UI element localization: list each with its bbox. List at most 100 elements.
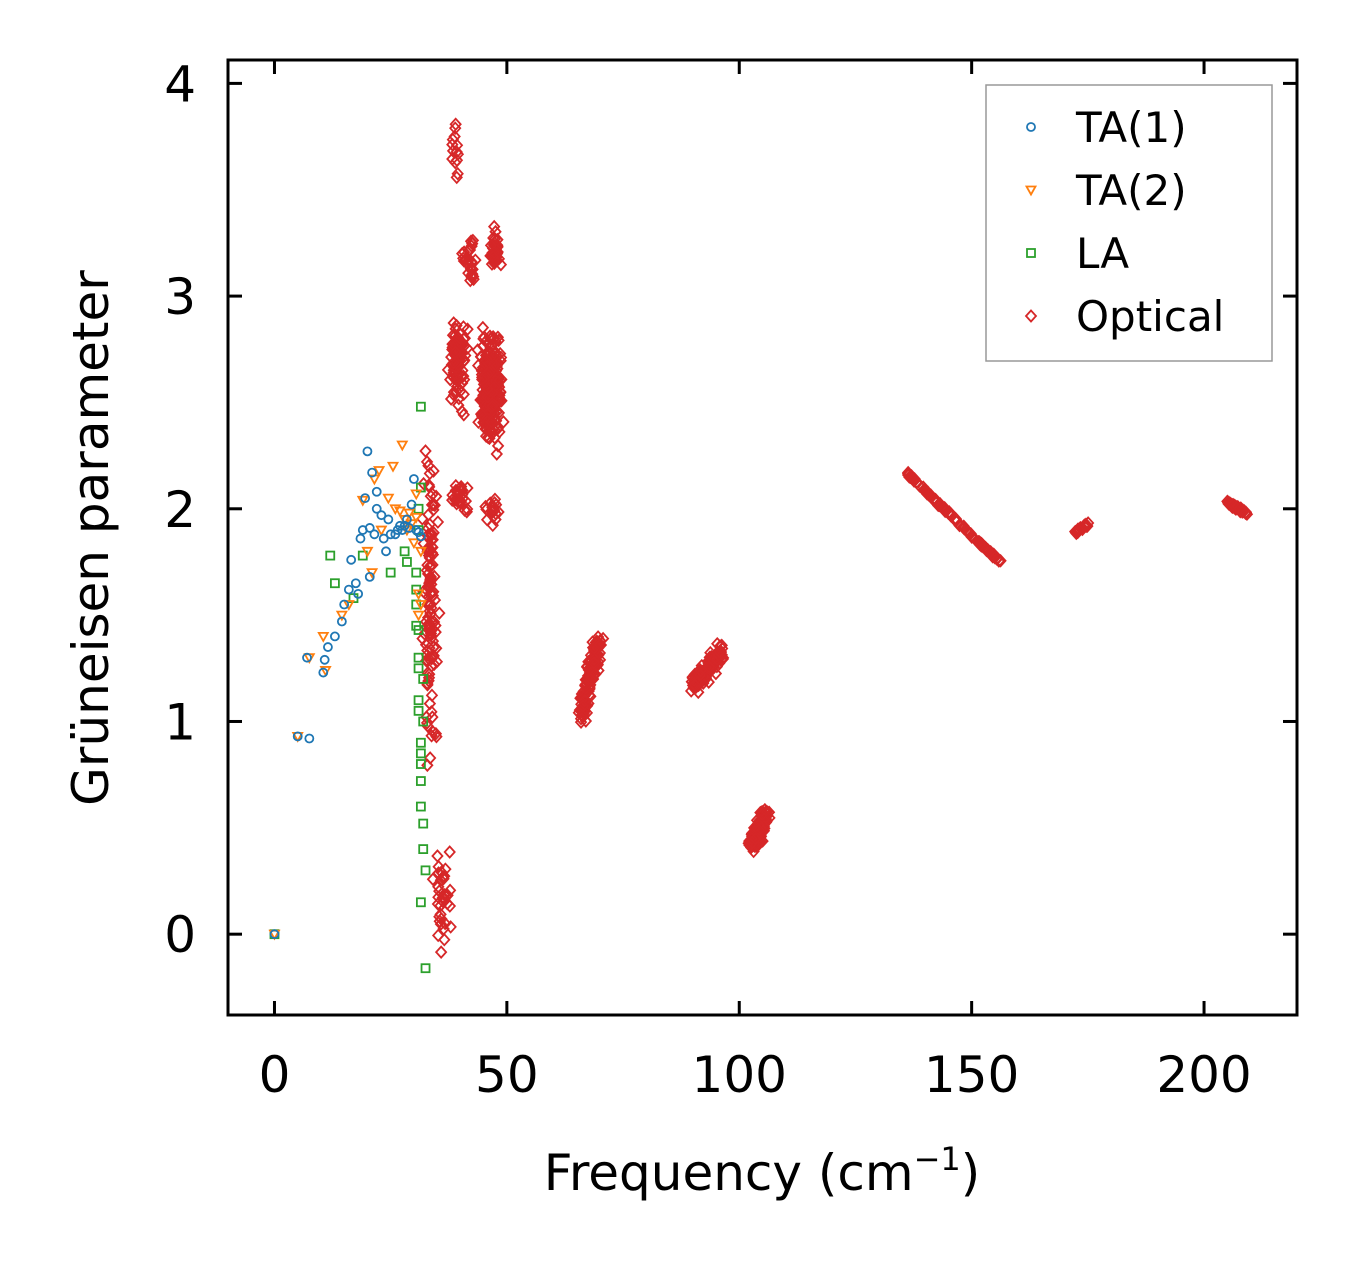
data-point [420,455,434,469]
data-point [424,529,438,543]
x-tick-label: 150 [924,1046,1019,1104]
data-point [452,398,465,413]
data-point [373,466,386,477]
data-point [933,497,947,511]
data-point [420,865,431,876]
data-point [476,360,490,375]
data-point [419,614,433,629]
data-point [430,654,444,669]
data-point [402,514,412,525]
data-point [974,537,987,552]
data-point [451,166,464,181]
data-point [490,447,503,461]
data-point [479,334,492,349]
data-point [450,379,464,394]
data-point [694,663,707,678]
data-point [491,330,505,345]
legend-marker-diamond [1024,309,1038,323]
data-point [464,234,478,249]
x-tick-label: 200 [1156,1046,1251,1104]
data-point [369,529,380,540]
data-point [339,599,350,610]
data-point [412,589,425,601]
data-point [456,246,469,261]
data-point [1222,497,1235,511]
y-tick-label: 2 [164,481,196,539]
data-point [449,345,462,359]
data-point [419,444,432,458]
data-point [415,801,426,812]
data-point [420,963,431,974]
data-point [925,489,939,504]
data-point [593,637,607,652]
y-axis-label: Grüneisen parameter [62,270,120,806]
data-point [491,421,504,436]
data-point [447,355,460,370]
data-point [481,390,495,404]
data-point [423,480,436,494]
data-point [1069,525,1082,539]
data-point [486,399,499,414]
data-point [582,672,595,687]
data-point [355,533,366,544]
y-tick-label: 0 [164,906,196,964]
data-point [335,610,348,622]
data-point [304,733,315,744]
data-point [410,489,423,501]
data-point [319,654,330,665]
data-point [991,551,1004,566]
data-point [456,483,469,498]
data-point [749,832,762,846]
data-point [413,625,424,635]
data-point [438,892,451,907]
data-point [418,674,429,684]
data-point [382,493,395,505]
data-point [480,352,493,366]
data-point [456,487,469,502]
data-point [444,372,457,387]
data-point [961,525,974,540]
data-point [323,642,333,652]
data-point [452,391,466,406]
data-point [745,831,758,846]
data-point [485,414,498,429]
x-axis-label: Frequency (cm−1) [544,1140,981,1202]
data-point [415,776,426,786]
data-point [399,546,410,557]
data-point [756,807,769,822]
data-point [434,917,448,931]
data-point [317,632,330,643]
data-point [457,332,470,346]
data-point [415,897,426,908]
data-point [269,929,280,940]
data-point [493,346,507,361]
data-point [329,578,340,589]
data-point [490,359,503,373]
data-point [454,495,467,510]
data-point [396,440,409,452]
data-point [471,343,484,357]
data-point [418,716,429,727]
data-point [302,652,312,663]
legend-item: Optical [1024,292,1224,341]
data-point [486,249,500,264]
data-point [413,705,424,716]
data-point [752,823,766,837]
data-point [353,588,364,599]
legend: TA(1) TA(2) LA Optical [985,84,1273,362]
data-point [423,641,436,655]
data-point [425,601,438,615]
legend-item: TA(2) [1024,166,1187,215]
data-point [487,422,500,437]
data-point [389,504,402,516]
data-point [426,558,439,572]
data-point [402,557,412,567]
data-point [360,493,371,504]
data-point [413,695,424,706]
data-point [421,584,434,598]
data-point [413,663,424,674]
data-point [431,928,445,943]
data-point [433,606,446,620]
data-layer [268,117,1254,974]
